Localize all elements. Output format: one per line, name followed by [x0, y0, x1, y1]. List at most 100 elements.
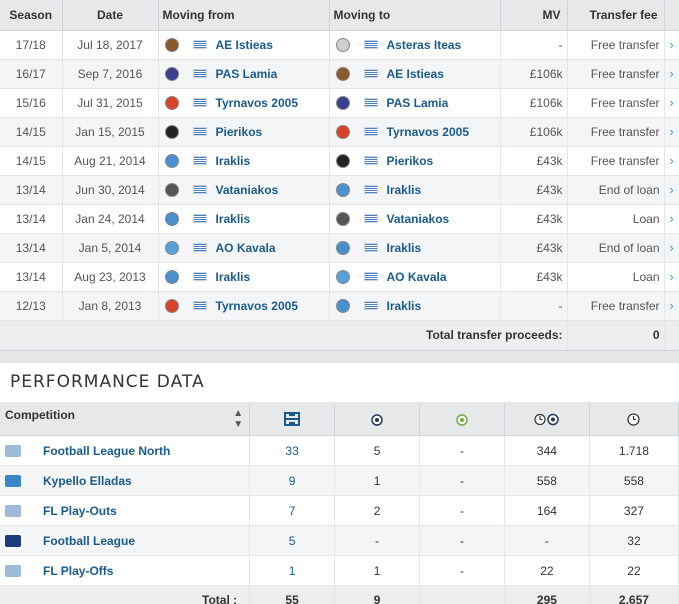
appearances-link[interactable]: 7: [288, 503, 296, 518]
club-crest-icon[interactable]: [164, 269, 179, 284]
transfer-row[interactable]: 13/14 Aug 23, 2013 Iraklis AO Kavala £43k Loa…: [0, 262, 679, 292]
greece-flag-icon: [192, 243, 207, 252]
from-club-link[interactable]: AO Kavala: [215, 240, 276, 255]
chevron-right-icon[interactable]: ›: [669, 298, 674, 313]
appearances-header[interactable]: [249, 402, 336, 436]
minutes-played-cell: 1.718: [589, 435, 679, 466]
club-crest-icon[interactable]: [164, 211, 179, 226]
from-club-link[interactable]: Tyrnavos 2005: [215, 298, 299, 313]
transfer-row[interactable]: 14/15 Aug 21, 2014 Iraklis Pierikos £43k Free…: [0, 146, 679, 176]
transfer-row[interactable]: 12/13 Jan 8, 2013 Tyrnavos 2005 Iraklis - Fre…: [0, 291, 679, 321]
transfer-row[interactable]: 13/14 Jan 5, 2014 AO Kavala Iraklis £43k End …: [0, 233, 679, 263]
club-crest-icon[interactable]: [164, 37, 179, 52]
date-cell: Jan 24, 2014: [62, 204, 159, 234]
row-arrow[interactable]: ›: [664, 59, 679, 89]
transfer-row[interactable]: 14/15 Jan 15, 2015 Pierikos Tyrnavos 2005 £1…: [0, 117, 679, 147]
competition-link[interactable]: Kypello Elladas: [43, 473, 132, 488]
date-cell: Jul 18, 2017: [62, 30, 159, 60]
chevron-right-icon[interactable]: ›: [669, 269, 674, 284]
from-club-link[interactable]: Tyrnavos 2005: [215, 95, 299, 110]
club-crest-icon[interactable]: [335, 66, 350, 81]
club-crest-icon[interactable]: [335, 182, 350, 197]
row-arrow[interactable]: ›: [664, 30, 679, 60]
competition-link[interactable]: FL Play-Offs: [43, 563, 114, 578]
club-crest-icon[interactable]: [164, 240, 179, 255]
club-crest-icon[interactable]: [335, 124, 350, 139]
club-crest-icon[interactable]: [164, 298, 179, 313]
minutes-played-header[interactable]: [589, 402, 679, 436]
from-club-link[interactable]: Iraklis: [215, 153, 251, 168]
chevron-right-icon[interactable]: ›: [669, 37, 674, 52]
goals-cell: 5: [334, 435, 421, 466]
chevron-right-icon[interactable]: ›: [669, 66, 674, 81]
appearances-link[interactable]: 1: [288, 563, 296, 578]
appearances-icon: [284, 412, 301, 427]
from-club-link[interactable]: Pierikos: [215, 124, 263, 139]
transfer-row[interactable]: 15/16 Jul 31, 2015 Tyrnavos 2005 PAS Lamia £…: [0, 88, 679, 118]
row-arrow[interactable]: ›: [664, 233, 679, 263]
to-club-link[interactable]: Iraklis: [386, 182, 422, 197]
chevron-right-icon[interactable]: ›: [669, 153, 674, 168]
appearances-link[interactable]: 33: [285, 443, 299, 458]
transfer-row[interactable]: 13/14 Jan 24, 2014 Iraklis Vataniakos £43k Lo…: [0, 204, 679, 234]
to-club-link[interactable]: Asteras Iteas: [386, 37, 462, 52]
competition-link[interactable]: Football League North: [43, 443, 171, 458]
from-club-link[interactable]: PAS Lamia: [215, 66, 278, 81]
transfer-row[interactable]: 17/18 Jul 18, 2017 AE Istieas Asteras Iteas…: [0, 30, 679, 60]
club-crest-icon[interactable]: [335, 37, 350, 52]
club-crest-icon[interactable]: [164, 66, 179, 81]
chevron-right-icon[interactable]: ›: [669, 182, 674, 197]
transfer-row[interactable]: 13/14 Jun 30, 2014 Vataniakos Iraklis £43k En…: [0, 175, 679, 205]
club-crest-icon[interactable]: [335, 95, 350, 110]
goals-header[interactable]: [334, 402, 421, 436]
club-crest-icon[interactable]: [335, 240, 350, 255]
appearances-link[interactable]: 9: [288, 473, 296, 488]
sort-icon[interactable]: ▲ ▼: [233, 407, 244, 430]
competition-header[interactable]: Competition ▲ ▼: [0, 402, 251, 436]
chevron-right-icon[interactable]: ›: [669, 211, 674, 226]
competition-link[interactable]: FL Play-Outs: [43, 503, 117, 518]
appearances-link[interactable]: 5: [288, 533, 296, 548]
moving-to-header: Moving to: [329, 0, 501, 31]
row-arrow[interactable]: ›: [664, 117, 679, 147]
to-club-link[interactable]: Iraklis: [386, 240, 422, 255]
row-arrow[interactable]: ›: [664, 262, 679, 292]
row-arrow[interactable]: ›: [664, 146, 679, 176]
market-value-cell: -: [500, 30, 568, 60]
performance-total-row: Total : 55 9 295 2.657: [0, 585, 679, 604]
minutes-per-goal-header[interactable]: [504, 402, 590, 436]
chevron-right-icon[interactable]: ›: [669, 124, 674, 139]
club-crest-icon[interactable]: [164, 182, 179, 197]
club-crest-icon[interactable]: [164, 124, 179, 139]
row-arrow[interactable]: ›: [664, 204, 679, 234]
row-arrow[interactable]: ›: [664, 88, 679, 118]
transfer-row[interactable]: 16/17 Sep 7, 2016 PAS Lamia AE Istieas £106k…: [0, 59, 679, 89]
club-crest-icon[interactable]: [164, 153, 179, 168]
row-arrow[interactable]: ›: [664, 291, 679, 321]
club-crest-icon[interactable]: [335, 269, 350, 284]
club-crest-icon[interactable]: [164, 95, 179, 110]
competition-link[interactable]: Football League: [43, 533, 136, 548]
competition-logo-icon: [5, 444, 21, 457]
to-club-link[interactable]: AO Kavala: [386, 269, 447, 284]
club-crest-icon[interactable]: [335, 298, 350, 313]
to-club-link[interactable]: AE Istieas: [386, 66, 444, 81]
minutes-per-goal-cell: 344: [504, 435, 590, 466]
chevron-right-icon[interactable]: ›: [669, 240, 674, 255]
chevron-right-icon[interactable]: ›: [669, 95, 674, 110]
row-arrow[interactable]: ›: [664, 175, 679, 205]
club-crest-icon[interactable]: [335, 153, 350, 168]
assists-header[interactable]: [419, 402, 505, 436]
transfer-fee-cell: Free transfer: [567, 59, 665, 89]
from-club-link[interactable]: AE Istieas: [215, 37, 273, 52]
from-club-link[interactable]: Iraklis: [215, 211, 251, 226]
to-club-link[interactable]: PAS Lamia: [386, 95, 449, 110]
from-club-link[interactable]: Iraklis: [215, 269, 251, 284]
club-crest-icon[interactable]: [335, 211, 350, 226]
market-value-cell: £43k: [500, 175, 568, 205]
to-club-link[interactable]: Tyrnavos 2005: [386, 124, 470, 139]
from-club-link[interactable]: Vataniakos: [215, 182, 279, 197]
to-club-link[interactable]: Iraklis: [386, 298, 422, 313]
to-club-link[interactable]: Vataniakos: [386, 211, 450, 226]
to-club-link[interactable]: Pierikos: [386, 153, 434, 168]
